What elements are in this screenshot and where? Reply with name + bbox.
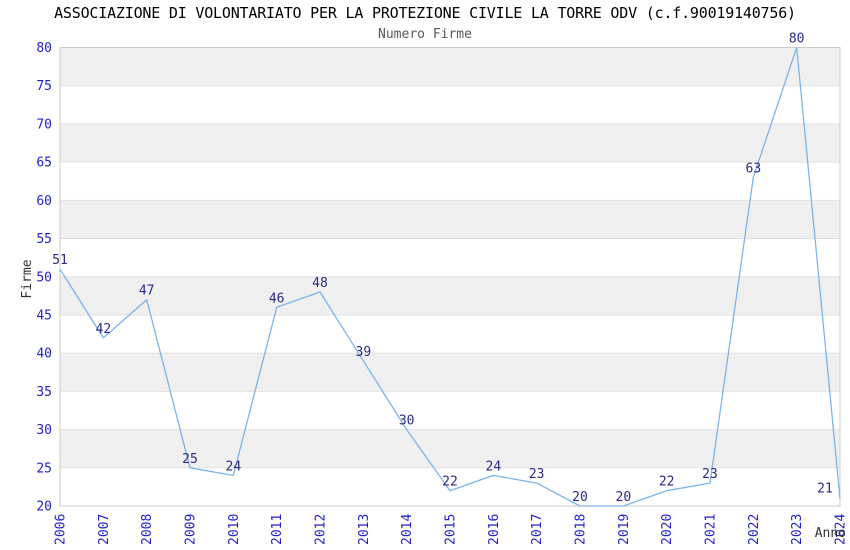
x-axis-label: Anno xyxy=(815,526,846,541)
data-point-label: 23 xyxy=(529,467,545,482)
data-point-label: 47 xyxy=(139,284,155,299)
y-tick-label: 65 xyxy=(36,156,52,171)
plot-band xyxy=(60,276,840,315)
x-tick-label: 2016 xyxy=(487,514,502,545)
x-tick-label: 2011 xyxy=(270,514,285,545)
data-point-label: 23 xyxy=(702,467,718,482)
y-tick-label: 60 xyxy=(36,194,52,209)
plot-band xyxy=(60,353,840,392)
x-tick-label: 2008 xyxy=(140,514,155,545)
data-point-label: 42 xyxy=(96,322,112,337)
data-point-label: 80 xyxy=(789,32,805,47)
x-tick-label: 2015 xyxy=(444,514,459,545)
chart-title: ASSOCIAZIONE DI VOLONTARIATO PER LA PROT… xyxy=(54,4,796,22)
y-tick-label: 75 xyxy=(36,79,52,94)
y-axis-label: Firme xyxy=(20,259,35,298)
data-point-label: 51 xyxy=(52,253,68,268)
x-tick-label: 2014 xyxy=(400,514,415,545)
y-tick-label: 30 xyxy=(36,423,52,438)
x-tick-label: 2009 xyxy=(184,514,199,545)
y-tick-label: 70 xyxy=(36,117,52,132)
y-tick-label: 55 xyxy=(36,232,52,247)
x-tick-label: 2019 xyxy=(617,514,632,545)
data-point-label: 30 xyxy=(399,414,415,429)
data-point-label: 24 xyxy=(486,459,502,474)
x-tick-label: 2007 xyxy=(97,514,112,545)
x-tick-label: 2010 xyxy=(227,514,242,545)
y-tick-label: 45 xyxy=(36,308,52,323)
y-tick-label: 50 xyxy=(36,270,52,285)
plot-band xyxy=(60,123,840,163)
x-tick-label: 2021 xyxy=(704,514,719,545)
x-tick-label: 2013 xyxy=(357,514,372,545)
x-tick-label: 2017 xyxy=(530,514,545,545)
data-line xyxy=(59,46,841,507)
y-tick-label: 20 xyxy=(36,500,52,515)
y-tick-label: 80 xyxy=(36,41,52,56)
data-point-label: 21 xyxy=(817,481,833,496)
x-tick-label: 2018 xyxy=(574,514,589,545)
x-tick-label: 2024 xyxy=(834,514,849,545)
x-tick-label: 2020 xyxy=(660,514,675,545)
plot-band xyxy=(60,47,840,86)
data-point-label: 22 xyxy=(442,475,458,490)
plot-border xyxy=(59,47,841,507)
data-point-label: 48 xyxy=(312,276,328,291)
y-tick-label: 25 xyxy=(36,461,52,476)
chart-subtitle: Numero Firme xyxy=(378,27,472,42)
data-point-label: 22 xyxy=(659,475,675,490)
data-point-label: 20 xyxy=(572,490,588,505)
data-point-label: 24 xyxy=(226,459,242,474)
y-tick-label: 40 xyxy=(36,347,52,362)
plot-band xyxy=(60,429,840,468)
data-point-label: 20 xyxy=(616,490,632,505)
x-tick-label: 2022 xyxy=(747,514,762,545)
data-point-label: 39 xyxy=(356,345,372,360)
x-tick-label: 2012 xyxy=(314,514,329,545)
data-point-label: 46 xyxy=(269,291,285,306)
y-tick-label: 35 xyxy=(36,385,52,400)
x-tick-label: 2023 xyxy=(790,514,805,545)
x-tick-label: 2006 xyxy=(54,514,69,545)
data-point-label: 63 xyxy=(746,161,762,176)
plot-band xyxy=(60,200,840,239)
data-point-label: 25 xyxy=(182,452,198,467)
